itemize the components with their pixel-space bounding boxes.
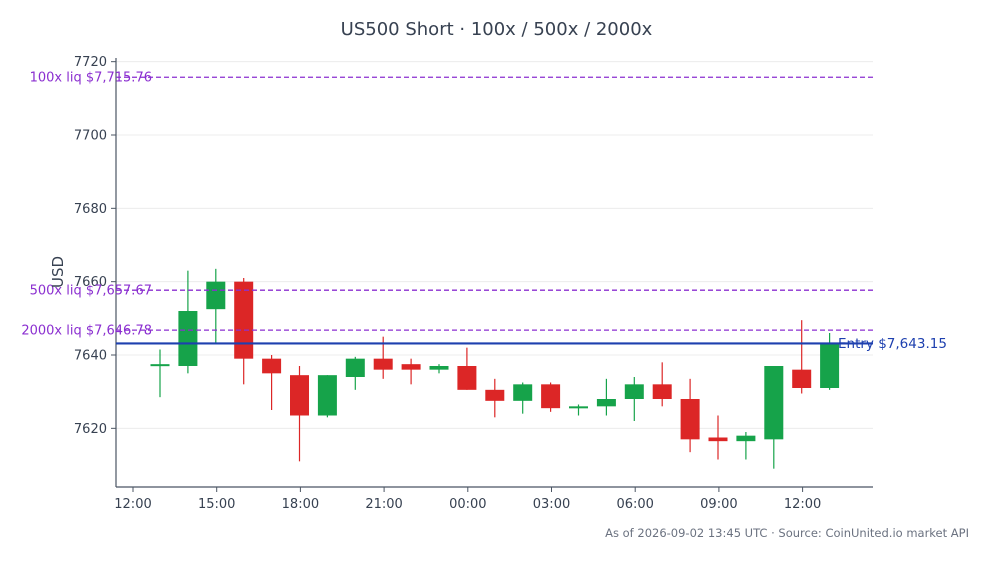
candle-body-down <box>708 437 728 442</box>
candle-body-up <box>820 344 840 388</box>
y-tick-label: 7680 <box>74 202 107 217</box>
candles <box>150 268 840 469</box>
price-levels: 100x liq $7,715.76 500x liq $7,657.67 2000… <box>21 71 947 352</box>
candle-body-down <box>373 358 393 370</box>
x-tick-label: 06:00 <box>616 497 653 512</box>
candle-body-up <box>150 364 170 367</box>
footer-source-note: As of 2026-09-02 13:45 UTC · Source: Coi… <box>605 526 969 540</box>
x-tick-label: 21:00 <box>365 497 402 512</box>
y-tick-label: 7620 <box>74 422 107 437</box>
candle-body-up <box>317 375 337 416</box>
x-tick-label: 18:00 <box>282 497 319 512</box>
candle-body-up <box>345 358 365 377</box>
x-tick-label: 12:00 <box>114 497 151 512</box>
liquidation-label: 100x liq $7,715.76 <box>30 71 152 86</box>
y-tick-label: 7700 <box>74 129 107 144</box>
candle-body-down <box>485 389 505 401</box>
entry-label: Entry $7,643.15 <box>838 336 947 352</box>
candle-body-down <box>652 384 672 399</box>
candle-body-down <box>457 366 477 390</box>
chart-title: US500 Short · 100x / 500x / 2000x <box>340 19 653 40</box>
candle-body-up <box>429 366 449 370</box>
grid-lines <box>116 61 873 429</box>
y-tick-label: 7720 <box>74 55 107 70</box>
candle-body-up <box>178 311 198 366</box>
candle-body-down <box>290 375 309 416</box>
candle-body-down <box>401 364 421 370</box>
liquidation-label: 2000x liq $7,646.78 <box>21 324 152 339</box>
candle-body-down <box>680 399 700 440</box>
axes: 7620 7640 7660 7680 7700 7720 12:00 15:00 18:00 2… <box>74 55 873 512</box>
candle-body-down <box>262 358 282 374</box>
candle-body-down <box>234 281 254 359</box>
candle-body-up <box>596 399 616 407</box>
candle-body-up <box>206 281 226 310</box>
candle-body-up <box>513 384 533 401</box>
candle-body-up <box>569 406 588 409</box>
x-tick-label: 15:00 <box>198 497 235 512</box>
y-axis-label: USD <box>49 256 67 288</box>
candle-body-down <box>792 369 812 388</box>
candle-body-up <box>624 384 644 399</box>
x-tick-label: 09:00 <box>700 497 737 512</box>
x-tick-label: 12:00 <box>784 497 821 512</box>
y-tick-label: 7640 <box>74 349 107 364</box>
x-tick-label: 03:00 <box>533 497 570 512</box>
y-tick-label: 7660 <box>74 275 107 290</box>
liquidation-label: 500x liq $7,657.67 <box>30 284 152 299</box>
candle-body-down <box>541 384 561 409</box>
candle-body-up <box>736 435 756 442</box>
candle-body-up <box>764 366 784 440</box>
x-tick-label: 00:00 <box>449 497 486 512</box>
